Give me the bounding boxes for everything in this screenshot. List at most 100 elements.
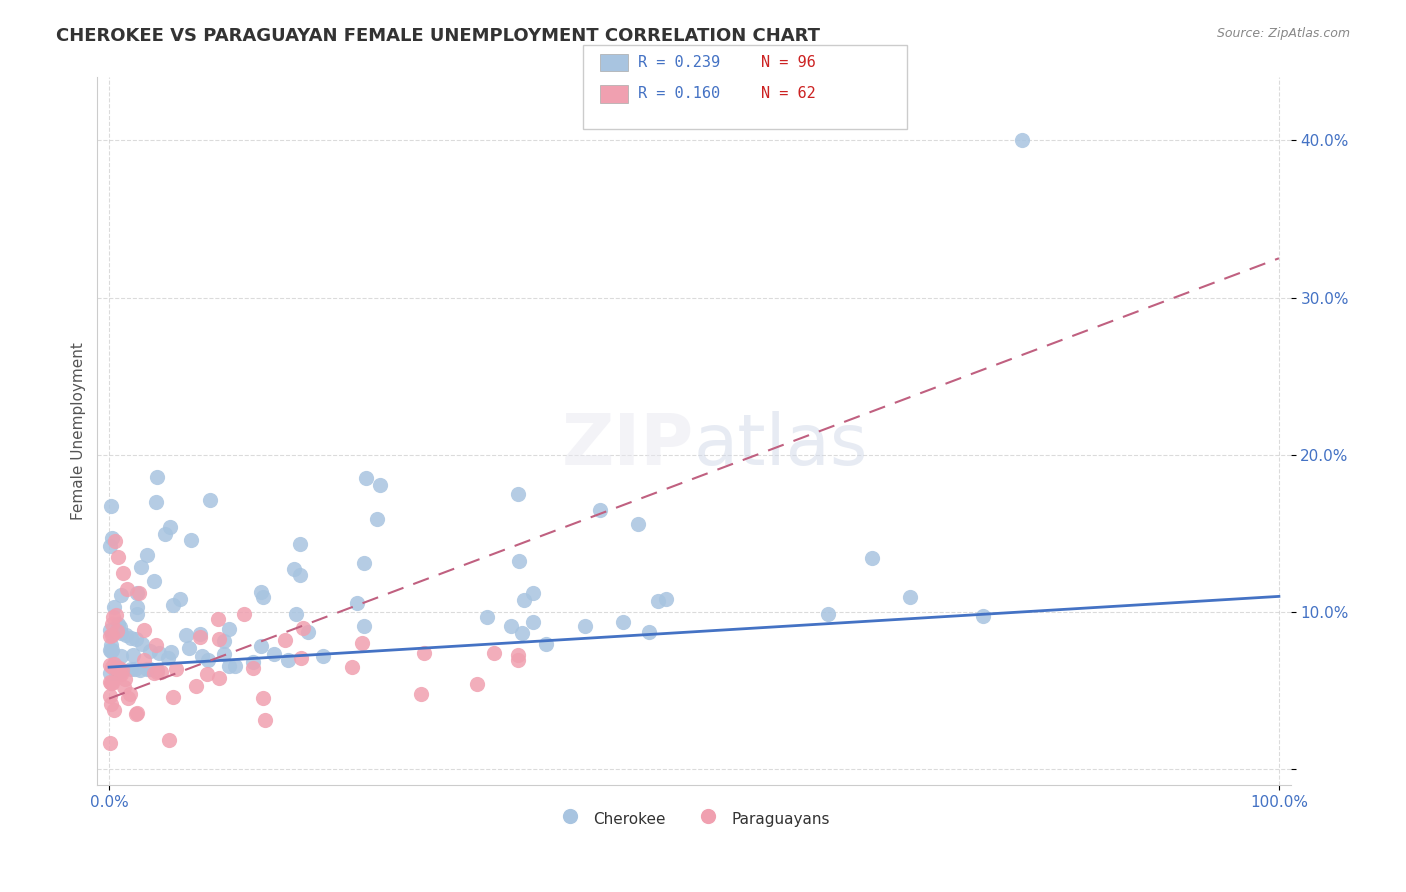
- Point: [218, 622, 240, 636]
- Point: [232, 607, 254, 622]
- Point: [108, 661, 131, 675]
- Point: [101, 610, 124, 624]
- Point: [647, 594, 669, 608]
- Point: [153, 526, 176, 541]
- Point: [508, 648, 530, 662]
- Point: [127, 586, 149, 600]
- Point: [283, 562, 305, 576]
- Point: [120, 631, 142, 645]
- Point: [98, 643, 121, 657]
- Point: [142, 574, 165, 588]
- Point: [197, 653, 219, 667]
- Point: [108, 667, 131, 681]
- Point: [860, 550, 883, 565]
- Point: [207, 632, 229, 647]
- Point: [101, 659, 124, 673]
- Point: [125, 607, 148, 621]
- Point: [108, 664, 131, 678]
- Point: [134, 624, 156, 638]
- Point: [340, 660, 363, 674]
- Point: [105, 660, 128, 674]
- Point: [112, 566, 135, 580]
- Point: [148, 646, 170, 660]
- Point: [98, 689, 121, 703]
- Text: R = 0.160: R = 0.160: [638, 87, 720, 101]
- Point: [98, 623, 121, 637]
- Point: [110, 620, 132, 634]
- Point: [522, 585, 544, 599]
- Text: R = 0.239: R = 0.239: [638, 55, 720, 70]
- Point: [100, 638, 122, 652]
- Point: [366, 512, 388, 526]
- Point: [157, 732, 180, 747]
- Point: [277, 653, 299, 667]
- Point: [253, 713, 276, 727]
- Point: [536, 637, 558, 651]
- Point: [125, 706, 148, 720]
- Point: [103, 702, 125, 716]
- Point: [356, 471, 378, 485]
- Point: [129, 559, 152, 574]
- Point: [212, 633, 235, 648]
- Point: [522, 615, 544, 629]
- Point: [107, 616, 129, 631]
- Point: [101, 676, 124, 690]
- Point: [145, 495, 167, 509]
- Point: [972, 608, 994, 623]
- Point: [100, 500, 122, 514]
- Point: [139, 662, 162, 676]
- Point: [285, 607, 308, 622]
- Point: [574, 619, 596, 633]
- Point: [98, 675, 121, 690]
- Point: [274, 633, 297, 648]
- Point: [177, 641, 200, 656]
- Point: [655, 591, 678, 606]
- Point: [898, 591, 921, 605]
- Point: [589, 503, 612, 517]
- Point: [250, 639, 273, 653]
- Point: [169, 591, 191, 606]
- Point: [508, 487, 530, 501]
- Point: [145, 470, 167, 484]
- Point: [291, 622, 314, 636]
- Point: [110, 667, 132, 681]
- Point: [100, 697, 122, 711]
- Point: [191, 648, 214, 663]
- Point: [508, 653, 530, 667]
- Point: [122, 648, 145, 662]
- Point: [114, 628, 136, 642]
- Point: [218, 658, 240, 673]
- Point: [114, 672, 136, 686]
- Text: N = 96: N = 96: [761, 55, 815, 70]
- Point: [465, 676, 488, 690]
- Point: [110, 626, 132, 640]
- Point: [242, 655, 264, 669]
- Point: [110, 588, 132, 602]
- Point: [290, 568, 312, 582]
- Point: [508, 553, 530, 567]
- Point: [105, 660, 128, 674]
- Point: [165, 661, 187, 675]
- Point: [98, 736, 121, 750]
- Point: [368, 478, 391, 492]
- Text: Source: ZipAtlas.com: Source: ZipAtlas.com: [1216, 27, 1350, 40]
- Point: [145, 663, 167, 677]
- Point: [297, 625, 319, 640]
- Point: [224, 659, 246, 673]
- Point: [117, 690, 139, 705]
- Point: [353, 619, 375, 633]
- Point: [105, 624, 128, 638]
- Point: [513, 593, 536, 607]
- Text: ZIP: ZIP: [562, 411, 695, 480]
- Point: [512, 625, 534, 640]
- Point: [208, 671, 231, 685]
- Point: [1011, 133, 1033, 147]
- Point: [250, 585, 273, 599]
- Point: [128, 586, 150, 600]
- Point: [103, 599, 125, 614]
- Point: [129, 663, 152, 677]
- Point: [180, 533, 202, 547]
- Point: [105, 665, 128, 680]
- Point: [412, 646, 434, 660]
- Point: [312, 648, 335, 663]
